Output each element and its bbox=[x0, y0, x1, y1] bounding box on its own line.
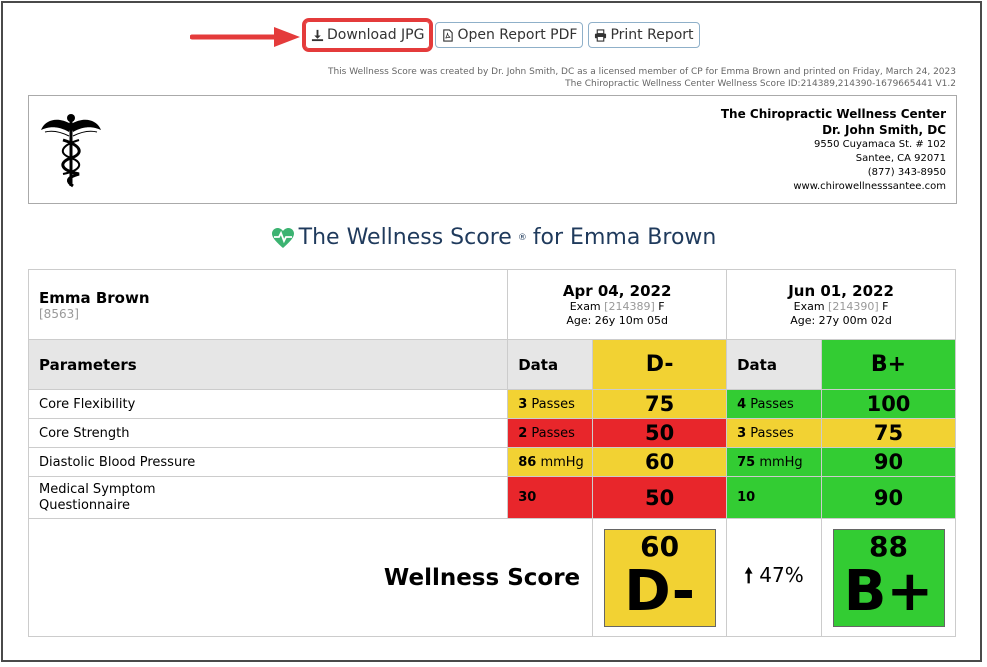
exam-1-score-cell: 50 bbox=[592, 418, 728, 448]
page-title: The Wellness Score ® for Emma Brown bbox=[0, 225, 987, 250]
clinic-name: The Chiropractic Wellness Center bbox=[720, 107, 946, 121]
exam-1-data-cell: 86 mmHg bbox=[507, 447, 594, 477]
exam-1-id: [214389] bbox=[604, 299, 655, 313]
exam-1-data-cell: 3 Passes bbox=[507, 389, 594, 419]
exam-2-id: [214390] bbox=[828, 299, 879, 313]
open-report-pdf-button[interactable]: Open Report PDF bbox=[435, 22, 584, 48]
exam-2-summary-cell: 88 B+ bbox=[821, 518, 956, 637]
parameters-heading: Parameters bbox=[27, 339, 509, 390]
exam-2-score-cell: 90 bbox=[821, 447, 956, 477]
download-icon bbox=[311, 29, 324, 41]
exam-1-summary-cell: 60 D- bbox=[592, 518, 728, 637]
report-meta: This Wellness Score was created by Dr. J… bbox=[328, 66, 956, 90]
exam-2-label: Exam bbox=[793, 299, 825, 313]
exam-1-header: Apr 04, 2022 Exam [214389] F Age: 26y 10… bbox=[507, 269, 728, 340]
meta-line-1: This Wellness Score was created by Dr. J… bbox=[327, 67, 956, 77]
toolbar: Download JPG Open Report PDF Print Repor… bbox=[301, 18, 700, 52]
exam-1-data-cell: 30 bbox=[507, 476, 594, 519]
param-medical-symptom-questionnaire: Medical Symptom Questionnaire bbox=[27, 476, 509, 519]
exam-1-score-cell: 75 bbox=[592, 389, 728, 419]
wellness-score-label: Wellness Score bbox=[27, 518, 594, 637]
exam-2-header: Jun 01, 2022 Exam [214390] F Age: 27y 00… bbox=[726, 269, 956, 340]
score-change-value: 47% bbox=[759, 562, 804, 587]
table-subheader-row: Parameters Data D- Data B+ bbox=[27, 339, 956, 390]
meta-line-2: The Chiropractic Wellness Center Wellnes… bbox=[565, 79, 956, 89]
arrow-up-icon: 🠕 bbox=[744, 562, 753, 587]
summary-row: Wellness Score 60 D- 🠕 47% 88 B+ bbox=[27, 518, 956, 637]
clinic-phone: (877) 343-8950 bbox=[867, 167, 946, 178]
clinic-header: The Chiropractic Wellness Center Dr. Joh… bbox=[28, 95, 957, 204]
printer-icon bbox=[595, 28, 607, 42]
patient-name: Emma Brown bbox=[39, 288, 150, 307]
score-change-cell: 🠕 47% bbox=[726, 518, 822, 637]
heart-pulse-icon bbox=[271, 227, 294, 248]
exam-2-date: Jun 01, 2022 bbox=[788, 281, 894, 300]
title-prefix: The Wellness Score bbox=[298, 225, 512, 250]
doctor-name: Dr. John Smith, DC bbox=[822, 123, 946, 137]
table-row: Diastolic Blood Pressure 86 mmHg 60 75 m… bbox=[27, 447, 956, 477]
exam-2-total-score: 88 bbox=[869, 529, 908, 563]
clinic-address-2: Santee, CA 92071 bbox=[855, 153, 946, 164]
exam-2-score-cell: 90 bbox=[821, 476, 956, 519]
clinic-website: www.chirowellnesssantee.com bbox=[793, 181, 946, 192]
table-row: Medical Symptom Questionnaire 30 50 10 90 bbox=[27, 476, 956, 519]
exam-2-data-cell: 4 Passes bbox=[726, 389, 822, 419]
exam-2-data-heading: Data bbox=[726, 339, 822, 390]
exam-1-total-score: 60 bbox=[640, 529, 680, 563]
print-report-label: Print Report bbox=[610, 27, 694, 43]
table-header-row: Emma Brown [8563] Apr 04, 2022 Exam [214… bbox=[27, 269, 956, 340]
table-row: Core Flexibility 3 Passes 75 4 Passes 10… bbox=[27, 389, 956, 419]
exam-1-sex: F bbox=[658, 299, 665, 313]
wellness-score-table: Emma Brown [8563] Apr 04, 2022 Exam [214… bbox=[27, 269, 956, 637]
exam-1-age: Age: 26y 10m 05d bbox=[566, 313, 668, 327]
clinic-address-1: 9550 Cuyamaca St. # 102 bbox=[814, 139, 946, 150]
exam-1-label: Exam bbox=[569, 299, 601, 313]
exam-1-data-cell: 2 Passes bbox=[507, 418, 594, 448]
patient-cell: Emma Brown [8563] bbox=[27, 269, 509, 340]
title-registered-mark: ® bbox=[517, 232, 527, 243]
open-report-pdf-label: Open Report PDF bbox=[457, 27, 578, 43]
exam-2-data-cell: 3 Passes bbox=[726, 418, 822, 448]
exam-1-score-cell: 60 bbox=[592, 447, 728, 477]
patient-id: [8563] bbox=[39, 306, 79, 321]
exam-1-score-box: 60 D- bbox=[603, 528, 716, 627]
caduceus-logo-icon bbox=[41, 114, 101, 188]
table-row: Core Strength 2 Passes 50 3 Passes 75 bbox=[27, 418, 956, 448]
title-suffix: for Emma Brown bbox=[532, 225, 717, 250]
exam-2-age: Age: 27y 00m 02d bbox=[790, 313, 892, 327]
download-jpg-label: Download JPG bbox=[327, 27, 425, 43]
exam-1-grade-heading: D- bbox=[592, 339, 728, 390]
exam-2-sex: F bbox=[882, 299, 889, 313]
exam-2-score-cell: 100 bbox=[821, 389, 956, 419]
exam-1-total-grade: D- bbox=[624, 558, 695, 624]
exam-2-data-cell: 10 bbox=[726, 476, 822, 519]
exam-1-date: Apr 04, 2022 bbox=[562, 281, 672, 300]
exam-2-score-box: 88 B+ bbox=[832, 528, 945, 627]
exam-2-data-cell: 75 mmHg bbox=[726, 447, 822, 477]
exam-2-score-cell: 75 bbox=[821, 418, 956, 448]
clinic-info: The Chiropractic Wellness Center Dr. Joh… bbox=[721, 106, 946, 194]
exam-2-total-grade: B+ bbox=[843, 558, 934, 624]
print-report-button[interactable]: Print Report bbox=[588, 22, 700, 48]
param-core-strength: Core Strength bbox=[27, 418, 509, 448]
param-core-flexibility: Core Flexibility bbox=[27, 389, 509, 419]
exam-1-data-heading: Data bbox=[507, 339, 594, 390]
exam-1-score-cell: 50 bbox=[592, 476, 728, 519]
pdf-file-icon bbox=[443, 28, 454, 42]
param-diastolic-blood-pressure: Diastolic Blood Pressure bbox=[27, 447, 509, 477]
exam-2-grade-heading: B+ bbox=[821, 339, 956, 390]
arrow-right-icon bbox=[190, 27, 300, 47]
download-jpg-button[interactable]: Download JPG bbox=[301, 18, 434, 52]
